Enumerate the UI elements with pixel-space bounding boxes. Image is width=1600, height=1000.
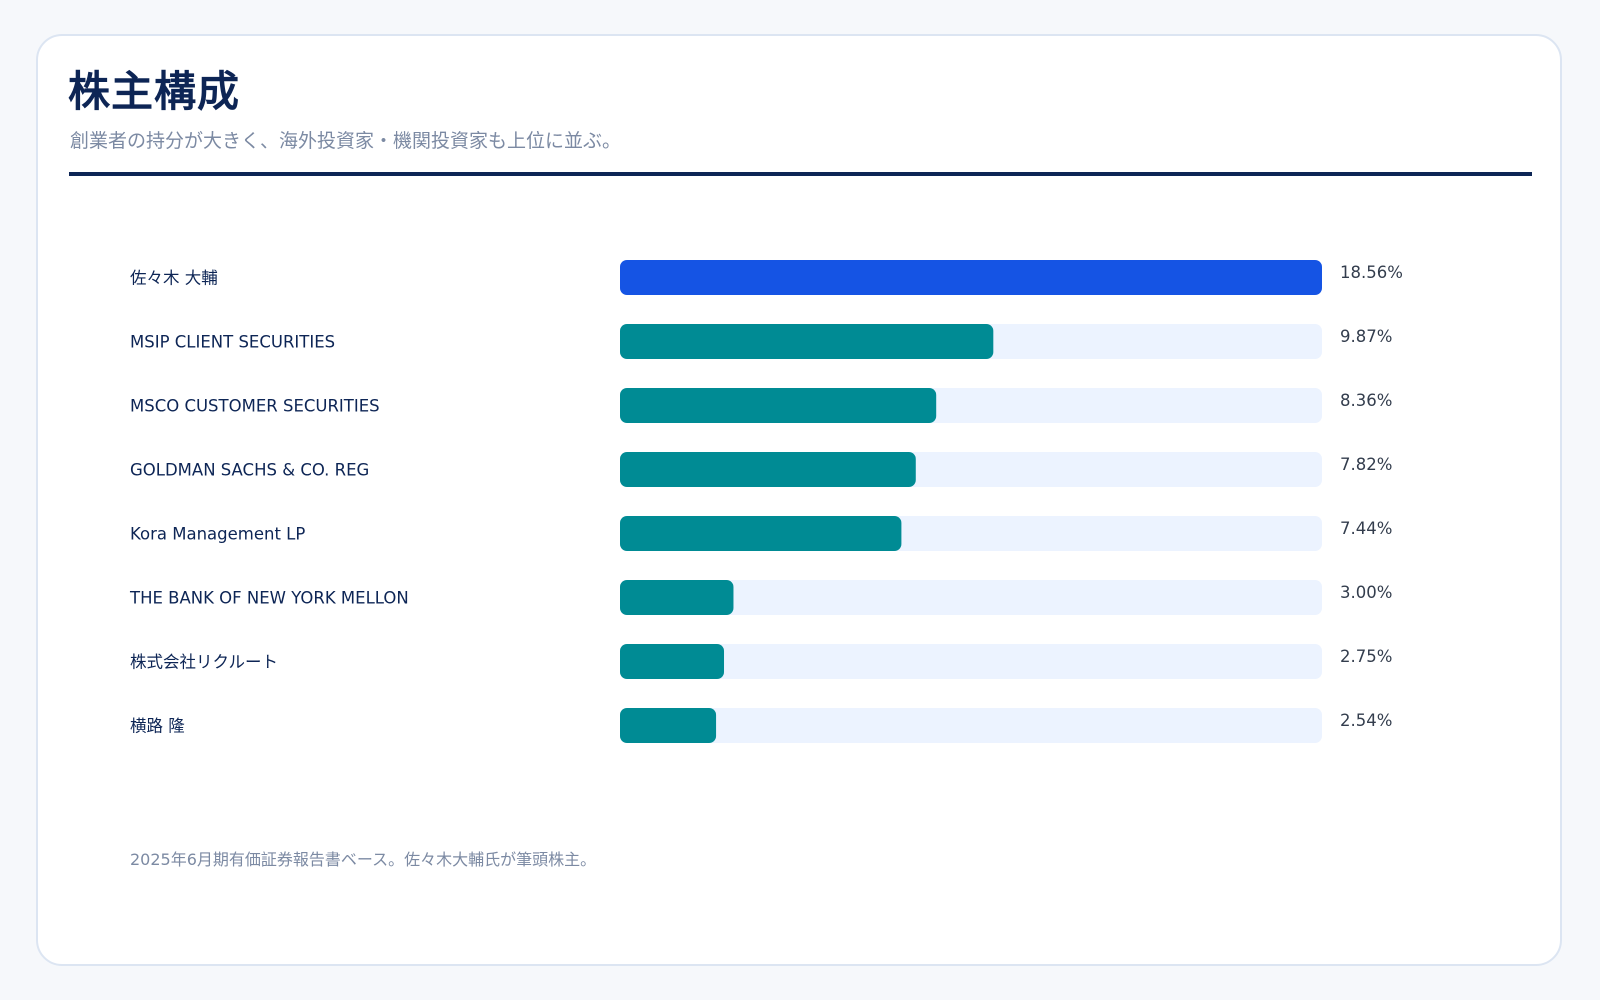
category-label: MSIP CLIENT SECURITIES xyxy=(130,333,335,352)
title-divider xyxy=(69,172,1532,176)
page-subtitle: 創業者の持分が大きく、海外投資家・機関投資家も上位に並ぶ。 xyxy=(70,130,622,152)
value-label: 9.87% xyxy=(1340,327,1392,346)
bar xyxy=(620,388,937,423)
bar xyxy=(620,324,994,359)
category-label: 株式会社リクルート xyxy=(130,653,278,672)
value-label: 8.36% xyxy=(1340,391,1392,410)
category-label: MSCO CUSTOMER SECURITIES xyxy=(130,397,380,416)
bar xyxy=(620,516,902,551)
category-label: GOLDMAN SACHS & CO. REG xyxy=(130,461,369,480)
bar xyxy=(620,708,717,743)
bar xyxy=(620,580,734,615)
category-label: Kora Management LP xyxy=(130,525,305,544)
bar xyxy=(620,260,1322,295)
category-label: 佐々木 大輔 xyxy=(130,269,218,288)
value-label: 7.82% xyxy=(1340,455,1392,474)
chart-card xyxy=(36,34,1562,966)
footnote: 2025年6月期有価証券報告書ベース。佐々木大輔氏が筆頭株主。 xyxy=(130,850,597,869)
bar-track xyxy=(620,708,1322,743)
value-label: 3.00% xyxy=(1340,583,1392,602)
category-label: 横路 隆 xyxy=(130,717,185,736)
value-label: 2.75% xyxy=(1340,647,1392,666)
bar-track xyxy=(620,644,1322,679)
category-label: THE BANK OF NEW YORK MELLON xyxy=(129,589,409,608)
bar-track xyxy=(620,580,1322,615)
value-label: 7.44% xyxy=(1340,519,1392,538)
value-label: 18.56% xyxy=(1340,263,1403,282)
page-title: 株主構成 xyxy=(68,67,241,116)
bar xyxy=(620,452,916,487)
value-label: 2.54% xyxy=(1340,711,1392,730)
bar xyxy=(620,644,725,679)
